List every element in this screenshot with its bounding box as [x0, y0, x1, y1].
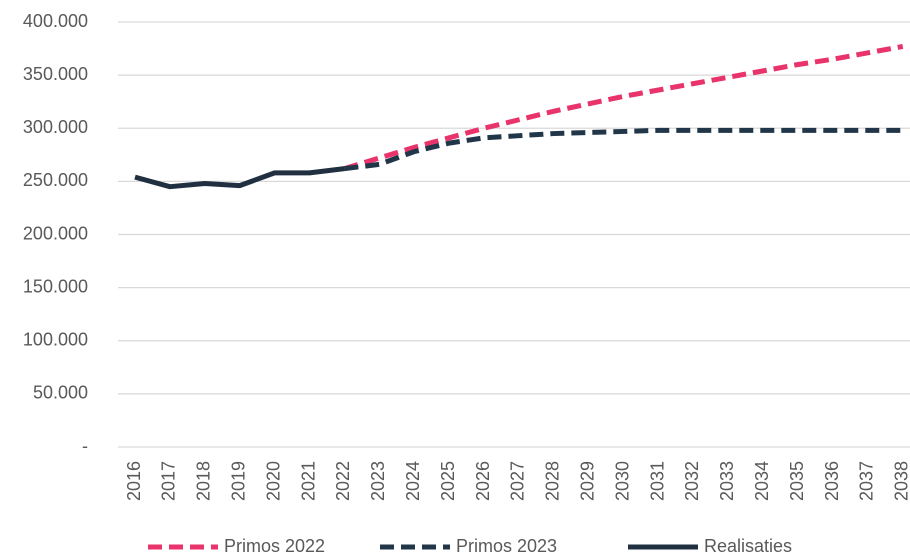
x-tick-label: 2025	[438, 461, 458, 501]
series-line	[344, 127, 903, 172]
x-tick-label: 2034	[752, 461, 772, 501]
y-tick-label: 250.000	[23, 170, 88, 190]
y-tick-label: 50.000	[33, 383, 88, 403]
x-tick-label: 2028	[543, 461, 563, 501]
x-tick-label: 2036	[822, 461, 842, 501]
x-tick-label: 2023	[368, 461, 388, 501]
y-tick-label: -	[82, 436, 88, 456]
y-tick-label: 200.000	[23, 223, 88, 243]
x-tick-label: 2018	[194, 461, 214, 501]
x-tick-label: 2019	[228, 461, 248, 501]
legend-label: Realisaties	[704, 536, 792, 556]
x-tick-label: 2020	[263, 461, 283, 501]
y-tick-label: 350.000	[23, 64, 88, 84]
x-tick-label: 2030	[612, 461, 632, 501]
x-tick-label: 2033	[717, 461, 737, 501]
x-tick-label: 2038	[892, 461, 910, 501]
x-tick-label: 2017	[159, 461, 179, 501]
x-tick-label: 2021	[298, 461, 318, 501]
y-tick-label: 150.000	[23, 276, 88, 296]
x-tick-label: 2027	[508, 461, 528, 501]
x-tick-label: 2037	[857, 461, 877, 501]
y-tick-label: 400.000	[23, 11, 88, 31]
x-tick-label: 2022	[333, 461, 353, 501]
series-line	[343, 43, 904, 172]
y-tick-label: 100.000	[23, 330, 88, 350]
x-tick-label: 2035	[787, 461, 807, 501]
x-tick-label: 2031	[647, 461, 667, 501]
legend-label: Primos 2022	[224, 536, 325, 556]
x-tick-label: 2032	[682, 461, 702, 501]
x-tick-label: 2026	[473, 461, 493, 501]
x-tick-label: 2016	[124, 461, 144, 501]
x-tick-label: 2029	[577, 461, 597, 501]
y-tick-label: 300.000	[23, 117, 88, 137]
series-line	[134, 166, 345, 190]
legend-label: Primos 2023	[456, 536, 557, 556]
x-tick-label: 2024	[403, 461, 423, 501]
